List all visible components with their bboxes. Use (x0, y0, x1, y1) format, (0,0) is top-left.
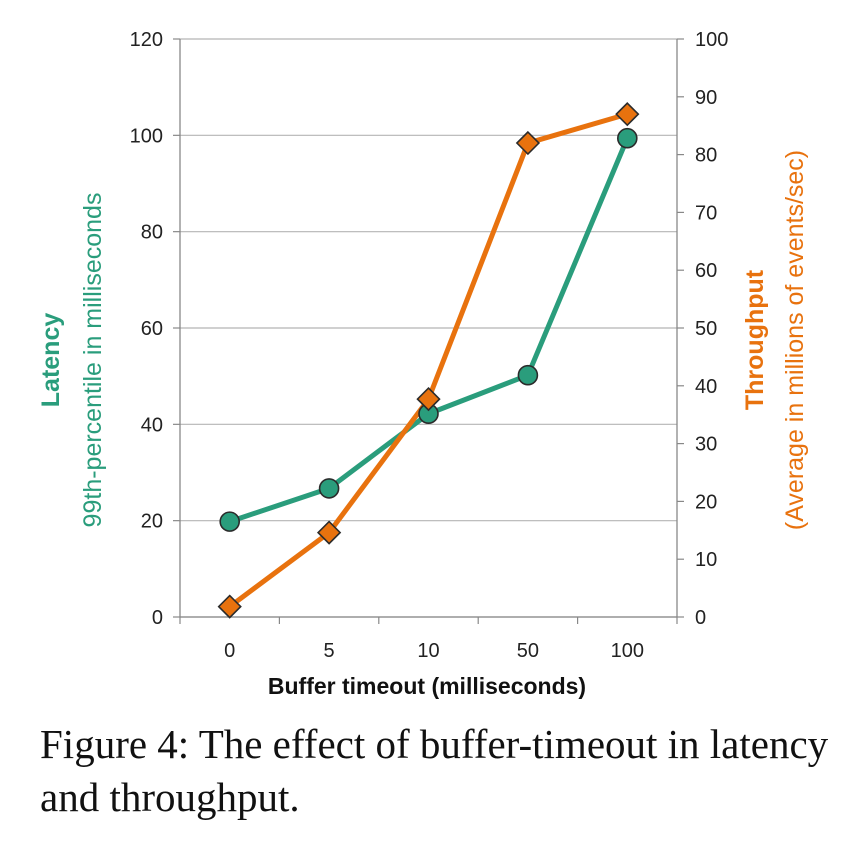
x-tick-label: 50 (517, 640, 539, 662)
left-tick-label: 120 (130, 29, 163, 51)
throughput-point (615, 102, 640, 127)
left-axis-label: Latency (37, 313, 65, 408)
right-tick-label: 100 (695, 29, 728, 51)
x-axis-ticks: 0 5 10 50 100 (179, 617, 678, 662)
left-axis-title: Latency 99th-percentile in milliseconds (37, 193, 107, 528)
right-tick-label: 30 (695, 434, 717, 456)
x-tick-label: 5 (324, 640, 335, 662)
right-axis-sublabel: (Average in millions of events/sec) (781, 150, 809, 530)
right-tick-label: 90 (695, 87, 717, 109)
left-tick-label: 20 (141, 511, 163, 533)
x-tick-label: 100 (611, 640, 644, 662)
latency-series-line (227, 135, 630, 525)
left-tick-label: 100 (130, 125, 163, 147)
right-tick-label: 20 (695, 491, 717, 513)
throughput-point (316, 520, 342, 545)
figure-caption: Figure 4: The effect of buffer-timeout i… (40, 721, 829, 820)
series-layer (217, 102, 640, 619)
latency-point (517, 364, 539, 386)
right-tick-label: 80 (695, 145, 717, 167)
left-tick-label: 60 (141, 318, 163, 340)
throughput-point (217, 594, 242, 619)
left-axis-sublabel: 99th-percentile in milliseconds (79, 193, 107, 528)
right-tick-label: 0 (695, 607, 706, 629)
x-tick-label: 10 (417, 640, 439, 662)
right-tick-label: 50 (695, 318, 717, 340)
latency-point (219, 511, 240, 532)
right-tick-label: 70 (695, 202, 717, 224)
x-axis-label: Buffer timeout (milliseconds) (268, 673, 586, 699)
right-tick-label: 10 (695, 549, 717, 571)
throughput-point (416, 386, 441, 412)
left-tick-label: 80 (141, 222, 163, 244)
throughput-series-line (227, 111, 630, 610)
grid-lines (180, 38, 677, 618)
right-axis-label: Throughput (741, 269, 769, 410)
latency-point (318, 478, 340, 499)
right-axis-ticks: 0 10 20 30 40 50 60 70 80 90 100 (677, 29, 728, 629)
left-tick-label: 0 (152, 607, 163, 629)
right-tick-label: 40 (695, 376, 717, 398)
left-axis-ticks: 0 20 40 60 80 100 120 (130, 29, 180, 629)
right-axis-title: Throughput (Average in millions of event… (741, 150, 809, 530)
right-tick-label: 60 (695, 260, 717, 282)
left-tick-label: 40 (141, 414, 163, 436)
x-tick-label: 0 (224, 640, 235, 662)
throughput-point (515, 130, 541, 156)
latency-point (616, 127, 638, 149)
